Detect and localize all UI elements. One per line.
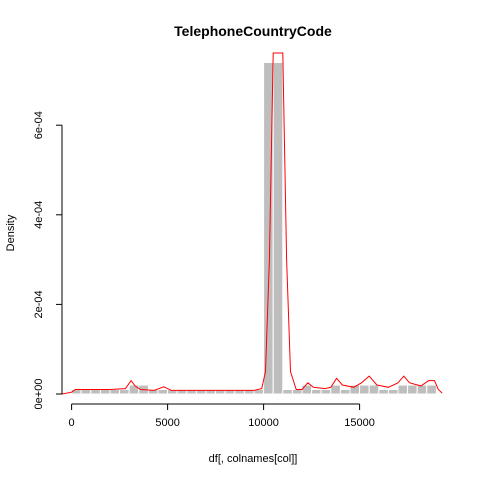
- x-tick-label: 5000: [155, 417, 179, 429]
- histogram-bar: [99, 389, 111, 395]
- y-tick-label: 6e-04: [33, 111, 45, 139]
- density-curve: [61, 52, 443, 395]
- y-tick-label: 0e+00: [33, 379, 45, 410]
- histogram-bar: [272, 61, 284, 395]
- y-axis-label: Density: [5, 214, 17, 251]
- histogram-bar: [378, 389, 389, 395]
- histogram-bar: [90, 389, 101, 395]
- histogram-bar: [416, 384, 428, 395]
- histogram-bar: [157, 389, 169, 395]
- histogram-bar: [80, 389, 92, 395]
- x-tick-label: 0: [69, 417, 75, 429]
- histogram-bar: [311, 389, 322, 395]
- histogram-bar: [282, 389, 293, 395]
- histogram-bar: [119, 389, 130, 395]
- histogram-bar: [397, 384, 409, 395]
- histogram-bars: [71, 61, 437, 395]
- histogram-bar: [407, 384, 418, 395]
- histogram-bar: [291, 389, 303, 395]
- histogram-bar: [128, 384, 140, 395]
- y-tick-label: 4e-04: [33, 201, 45, 229]
- y-axis: 0e+00 2e-04 4e-04 6e-04: [33, 111, 63, 410]
- histogram-bar: [301, 384, 313, 395]
- histogram-bar: [330, 384, 341, 395]
- histogram-bar: [359, 384, 370, 395]
- histogram-bar: [339, 389, 351, 395]
- histogram-bar: [320, 389, 332, 395]
- histogram-bar: [426, 384, 437, 395]
- histogram-bar: [109, 389, 121, 395]
- x-axis-label: df[, colnames[col]]: [209, 453, 298, 465]
- x-tick-label: 10000: [248, 417, 279, 429]
- histogram-bar: [368, 384, 380, 395]
- y-tick-label: 2e-04: [33, 290, 45, 318]
- x-axis: 0 5000 10000 15000: [69, 403, 375, 429]
- chart-title: TelephoneCountryCode: [174, 23, 332, 39]
- histogram-bar: [387, 389, 399, 395]
- x-tick-label: 15000: [344, 417, 375, 429]
